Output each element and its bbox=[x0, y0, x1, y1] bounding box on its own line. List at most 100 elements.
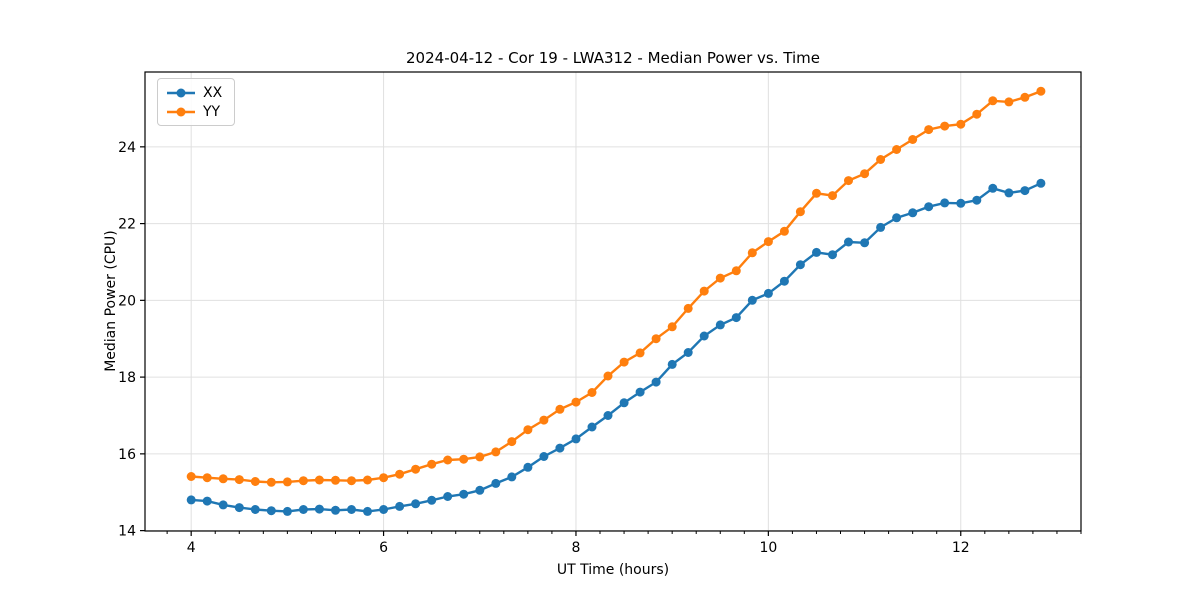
data-point-yy bbox=[427, 459, 437, 469]
data-point-yy bbox=[555, 404, 565, 414]
data-point-yy bbox=[956, 119, 966, 129]
data-point-yy bbox=[667, 322, 677, 332]
data-point-xx bbox=[699, 331, 709, 341]
data-point-xx bbox=[924, 202, 934, 212]
data-point-xx bbox=[555, 443, 565, 453]
data-point-yy bbox=[266, 477, 276, 487]
data-point-xx bbox=[876, 222, 886, 232]
data-point-yy bbox=[363, 475, 372, 485]
data-point-yy bbox=[683, 303, 693, 313]
data-point-xx bbox=[1020, 186, 1030, 196]
data-point-yy bbox=[298, 476, 308, 486]
data-point-xx bbox=[571, 434, 581, 444]
data-point-yy bbox=[202, 473, 212, 483]
data-point-xx bbox=[475, 485, 485, 495]
data-point-xx bbox=[828, 250, 837, 260]
data-point-xx bbox=[379, 505, 389, 514]
legend-label-yy: YY bbox=[203, 103, 221, 120]
legend-item-yy: YY bbox=[166, 102, 222, 121]
series-line-xx bbox=[191, 182, 1042, 513]
x-tick-label: 6 bbox=[379, 540, 388, 556]
data-point-xx bbox=[988, 183, 998, 193]
data-point-yy bbox=[507, 437, 517, 447]
x-axis-label: UT Time (hours) bbox=[556, 562, 670, 578]
data-point-yy bbox=[763, 237, 773, 247]
data-point-yy bbox=[651, 334, 661, 344]
x-tick-label: 4 bbox=[187, 540, 196, 556]
data-point-xx bbox=[747, 295, 757, 305]
data-point-xx bbox=[844, 237, 853, 247]
data-point-yy bbox=[1036, 86, 1046, 96]
data-point-xx bbox=[812, 247, 821, 257]
data-point-xx bbox=[427, 495, 437, 505]
data-point-xx bbox=[779, 276, 789, 286]
data-point-xx bbox=[908, 208, 918, 218]
data-point-xx bbox=[314, 504, 324, 514]
data-point-yy bbox=[587, 388, 597, 397]
data-point-xx bbox=[1004, 188, 1014, 198]
data-point-yy bbox=[491, 447, 501, 457]
data-point-xx bbox=[202, 496, 212, 506]
data-point-xx bbox=[491, 478, 501, 488]
data-point-xx bbox=[683, 348, 693, 357]
y-axis-label: Median Power (CPU) bbox=[103, 230, 119, 372]
data-point-yy bbox=[924, 125, 934, 135]
data-point-yy bbox=[603, 371, 613, 381]
data-point-yy bbox=[411, 464, 421, 474]
legend-swatch-yy-icon bbox=[167, 107, 195, 116]
data-point-yy bbox=[972, 109, 982, 119]
y-tick-label: 14 bbox=[118, 524, 136, 540]
data-point-xx bbox=[250, 505, 260, 514]
data-point-yy bbox=[379, 473, 389, 483]
data-point-xx bbox=[603, 411, 613, 420]
y-tick-label: 22 bbox=[118, 217, 136, 233]
data-point-xx bbox=[523, 462, 533, 472]
data-point-xx bbox=[619, 398, 629, 408]
data-point-yy bbox=[940, 121, 950, 131]
data-point-xx bbox=[795, 260, 805, 270]
chart-title: 2024-04-12 - Cor 19 - LWA312 - Median Po… bbox=[406, 49, 820, 67]
x-tick-label: 12 bbox=[952, 540, 970, 556]
data-point-yy bbox=[892, 145, 902, 154]
data-point-xx bbox=[972, 195, 982, 205]
data-point-xx bbox=[218, 500, 228, 510]
data-point-xx bbox=[1036, 178, 1046, 188]
data-point-xx bbox=[298, 505, 308, 514]
data-point-xx bbox=[266, 506, 276, 516]
data-point-yy bbox=[860, 169, 870, 179]
data-point-yy bbox=[812, 188, 821, 198]
data-point-yy bbox=[844, 176, 853, 186]
data-point-yy bbox=[635, 348, 645, 358]
data-point-yy bbox=[475, 452, 485, 462]
y-tick-label: 16 bbox=[118, 447, 136, 463]
data-point-yy bbox=[699, 286, 709, 296]
data-point-xx bbox=[282, 506, 292, 516]
data-point-xx bbox=[443, 492, 453, 501]
data-point-yy bbox=[747, 248, 757, 258]
data-point-xx bbox=[892, 213, 902, 223]
data-point-yy bbox=[779, 226, 789, 236]
legend-item-xx: XX bbox=[166, 83, 222, 102]
data-point-yy bbox=[314, 475, 324, 485]
data-point-yy bbox=[731, 266, 741, 276]
data-point-yy bbox=[988, 96, 998, 106]
data-point-yy bbox=[459, 454, 469, 464]
data-point-yy bbox=[331, 475, 340, 485]
data-point-yy bbox=[715, 273, 725, 283]
x-tick-label: 8 bbox=[572, 540, 581, 556]
data-point-yy bbox=[571, 397, 581, 407]
y-tick-label: 18 bbox=[118, 370, 136, 386]
data-point-yy bbox=[395, 469, 405, 479]
data-point-xx bbox=[507, 472, 517, 482]
data-point-yy bbox=[282, 477, 292, 487]
data-point-yy bbox=[347, 476, 356, 486]
data-point-xx bbox=[587, 422, 597, 432]
legend-swatch-xx-icon bbox=[167, 88, 195, 97]
data-point-xx bbox=[860, 238, 870, 248]
data-point-yy bbox=[828, 191, 837, 201]
data-point-yy bbox=[876, 155, 886, 164]
data-point-xx bbox=[331, 505, 340, 515]
series-line-yy bbox=[191, 90, 1042, 484]
